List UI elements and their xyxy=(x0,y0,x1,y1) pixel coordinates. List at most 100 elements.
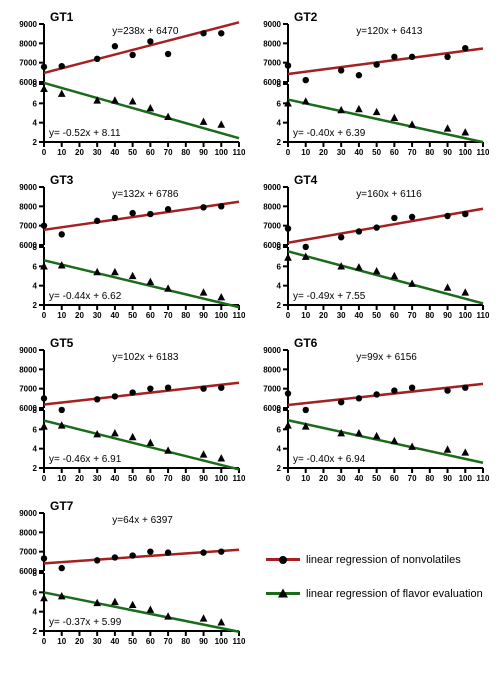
svg-text:100: 100 xyxy=(459,311,473,320)
svg-text:70: 70 xyxy=(164,148,173,157)
svg-text:2: 2 xyxy=(277,301,282,310)
svg-text:6: 6 xyxy=(277,425,282,434)
svg-text:40: 40 xyxy=(354,474,363,483)
svg-text:80: 80 xyxy=(181,311,190,320)
chart-panel: 6000700080009000246801020304050607080901… xyxy=(10,173,246,328)
data-point-triangle xyxy=(200,450,208,457)
svg-text:9000: 9000 xyxy=(19,183,37,192)
svg-text:100: 100 xyxy=(215,148,229,157)
data-point-circle xyxy=(200,385,206,391)
data-point-triangle xyxy=(284,253,292,260)
bot-equation: y= -0.40x + 6.39 xyxy=(293,128,366,139)
svg-text:4: 4 xyxy=(277,445,282,454)
svg-text:70: 70 xyxy=(408,148,417,157)
data-point-triangle xyxy=(444,283,452,290)
svg-text:30: 30 xyxy=(93,474,102,483)
svg-text:50: 50 xyxy=(372,474,381,483)
data-point-circle xyxy=(94,218,100,224)
legend-label: linear regression of flavor evaluation xyxy=(306,588,483,600)
svg-text:2: 2 xyxy=(277,138,282,147)
svg-text:30: 30 xyxy=(93,637,102,646)
data-point-circle xyxy=(462,385,468,391)
data-point-circle xyxy=(41,64,47,70)
svg-text:80: 80 xyxy=(181,637,190,646)
data-point-circle xyxy=(200,30,206,36)
red-regression-line xyxy=(44,202,239,230)
legend-item-red: linear regression of nonvolatiles xyxy=(266,554,490,566)
data-point-circle xyxy=(373,224,379,230)
data-point-circle xyxy=(41,222,47,228)
svg-text:30: 30 xyxy=(93,148,102,157)
top-equation: y=99x + 6156 xyxy=(356,352,417,363)
panel-title: GT6 xyxy=(294,336,318,350)
data-point-triangle xyxy=(302,97,310,104)
data-point-triangle xyxy=(391,437,399,444)
data-point-circle xyxy=(409,385,415,391)
bot-equation: y= -0.40x + 6.94 xyxy=(293,454,366,465)
data-point-circle xyxy=(444,54,450,60)
data-point-triangle xyxy=(111,429,119,436)
svg-text:8000: 8000 xyxy=(263,365,281,374)
svg-text:60: 60 xyxy=(390,311,399,320)
svg-text:60: 60 xyxy=(390,148,399,157)
svg-text:4: 4 xyxy=(33,608,38,617)
data-point-triangle xyxy=(408,120,416,127)
data-point-triangle xyxy=(391,272,399,279)
svg-text:90: 90 xyxy=(443,474,452,483)
data-point-circle xyxy=(112,554,118,560)
data-point-triangle xyxy=(40,594,48,601)
svg-text:4: 4 xyxy=(277,119,282,128)
svg-text:20: 20 xyxy=(75,148,84,157)
chart-panel: 6000700080009000246801020304050607080901… xyxy=(254,173,490,328)
svg-text:60: 60 xyxy=(146,637,155,646)
svg-text:70: 70 xyxy=(164,474,173,483)
svg-text:50: 50 xyxy=(128,637,137,646)
data-point-circle xyxy=(285,62,291,68)
data-point-triangle xyxy=(391,114,399,121)
data-point-circle xyxy=(285,225,291,231)
svg-text:110: 110 xyxy=(477,311,489,320)
data-point-triangle xyxy=(129,601,137,608)
svg-text:10: 10 xyxy=(301,311,310,320)
data-point-triangle xyxy=(129,433,137,440)
red-regression-line xyxy=(288,48,483,74)
data-point-triangle xyxy=(444,445,452,452)
data-point-circle xyxy=(218,203,224,209)
svg-text:8000: 8000 xyxy=(19,365,37,374)
data-point-circle xyxy=(147,385,153,391)
data-point-triangle xyxy=(355,263,363,270)
bot-equation: y= -0.52x + 8.11 xyxy=(49,128,121,139)
data-point-circle xyxy=(285,390,291,396)
data-point-triangle xyxy=(58,89,66,96)
svg-text:60: 60 xyxy=(146,474,155,483)
svg-text:7000: 7000 xyxy=(19,222,37,231)
data-point-circle xyxy=(165,206,171,212)
chart-panel: 6000700080009000246801020304050607080901… xyxy=(254,336,490,491)
data-point-circle xyxy=(129,210,135,216)
svg-text:7000: 7000 xyxy=(19,548,37,557)
svg-text:110: 110 xyxy=(477,148,489,157)
svg-text:20: 20 xyxy=(319,474,328,483)
data-point-circle xyxy=(147,211,153,217)
bot-equation: y= -0.37x + 5.99 xyxy=(49,617,122,628)
data-point-triangle xyxy=(444,124,452,131)
svg-text:4: 4 xyxy=(33,282,38,291)
data-point-circle xyxy=(303,244,309,250)
svg-text:80: 80 xyxy=(425,474,434,483)
data-point-circle xyxy=(373,391,379,397)
data-point-circle xyxy=(409,54,415,60)
data-point-triangle xyxy=(355,429,363,436)
svg-text:9000: 9000 xyxy=(263,346,281,355)
svg-text:30: 30 xyxy=(337,474,346,483)
svg-text:10: 10 xyxy=(301,148,310,157)
svg-text:90: 90 xyxy=(199,637,208,646)
svg-text:8: 8 xyxy=(33,406,38,415)
svg-text:9000: 9000 xyxy=(263,20,281,29)
data-point-triangle xyxy=(111,598,119,605)
svg-text:70: 70 xyxy=(164,637,173,646)
data-point-triangle xyxy=(217,454,225,461)
svg-text:4: 4 xyxy=(277,282,282,291)
data-point-circle xyxy=(94,557,100,563)
panel-title: GT3 xyxy=(50,173,74,187)
svg-text:100: 100 xyxy=(215,474,229,483)
